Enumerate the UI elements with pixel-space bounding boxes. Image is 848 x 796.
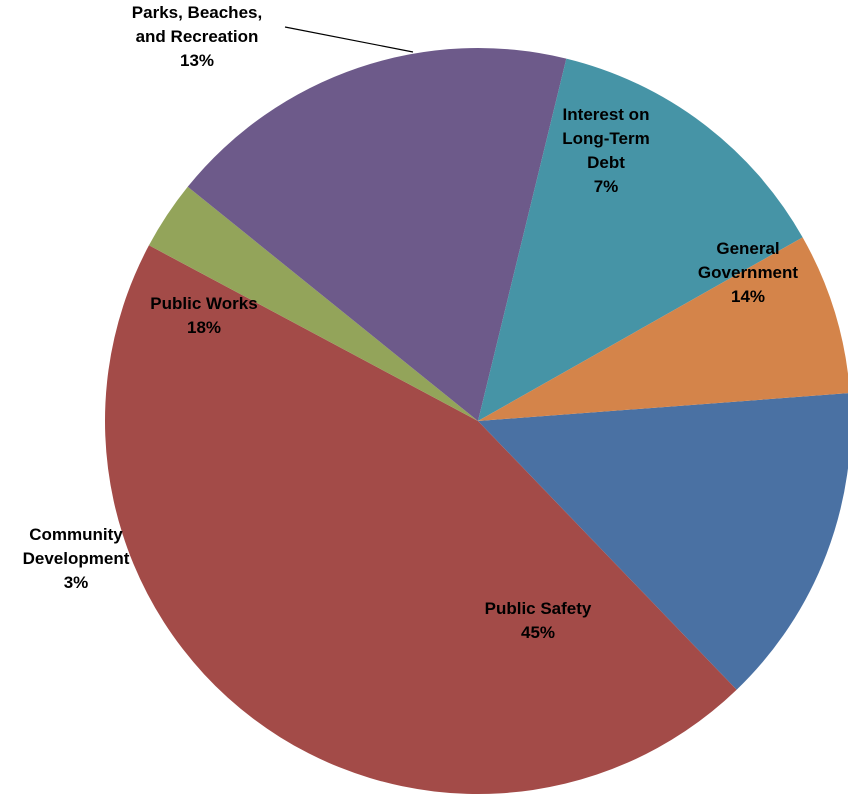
pie-label-percent: 7%	[594, 177, 619, 196]
pie-label-percent: 14%	[731, 287, 765, 306]
pie-label-line: Government	[698, 263, 798, 282]
pie-label-line: Public Safety	[485, 599, 592, 618]
pie-label-parks-beaches-recreation: Parks, Beaches, and Recreation 13%	[132, 3, 262, 70]
parks-leader-line	[284, 26, 414, 53]
pie-label-percent: 45%	[521, 623, 555, 642]
pie-label-line: Interest on	[563, 105, 650, 124]
pie-label-public-works: Public Works 18%	[150, 294, 257, 337]
pie-label-line: Development	[23, 549, 130, 568]
pie-label-public-safety: Public Safety 45%	[485, 599, 592, 642]
pie-label-line: Community	[29, 525, 123, 544]
pie-label-percent: 3%	[64, 573, 89, 592]
pie-slice-public-works	[187, 47, 567, 421]
pie-label-line: Public Works	[150, 294, 257, 313]
pie-label-general-government: General Government 14%	[698, 239, 798, 306]
pie-label-percent: 18%	[187, 318, 221, 337]
pie-label-line: General	[716, 239, 779, 258]
pie-slice-public-safety	[104, 245, 737, 795]
pie-slices	[104, 47, 848, 795]
pie-label-line: Long-Term	[562, 129, 650, 148]
pie-labels: General Government 14% Public Safety 45% Comm…	[23, 3, 799, 642]
pie-slice-general-government	[478, 393, 848, 690]
pie-label-community-development: Community Development 3%	[23, 525, 130, 592]
pie-slice-community-development	[148, 186, 478, 421]
pie-slice-parks-beaches-recreation	[478, 58, 803, 422]
pie-label-line: and Recreation	[136, 27, 259, 46]
pie-label-line: Parks, Beaches,	[132, 3, 262, 22]
pie-slice-interest-long-term-debt	[478, 237, 848, 421]
pie-label-interest-long-term-debt: Interest on Long-Term Debt 7%	[562, 105, 650, 196]
pie-label-percent: 13%	[180, 51, 214, 70]
pie-label-line: Debt	[587, 153, 625, 172]
